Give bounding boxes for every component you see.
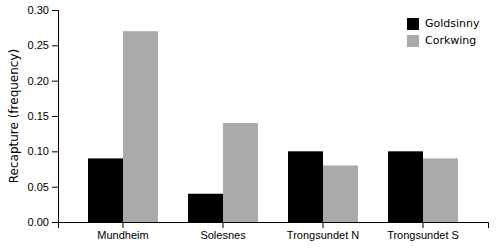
x-axis-line bbox=[59, 223, 489, 229]
y-tick-label: 0.25 bbox=[28, 39, 49, 51]
y-axis-line bbox=[52, 11, 59, 223]
bars bbox=[88, 31, 458, 222]
legend-item: Corkwing bbox=[407, 34, 476, 47]
x-tick: Trongsundet N bbox=[287, 222, 359, 241]
y-tick-label: 0.15 bbox=[28, 110, 49, 122]
y-tick-label: 0.30 bbox=[28, 4, 49, 16]
y-tick-label: 0.00 bbox=[28, 216, 49, 228]
y-tick-mark bbox=[52, 81, 58, 82]
y-tick: 0.20 bbox=[28, 75, 58, 87]
legend-swatch bbox=[407, 35, 419, 47]
x-tick-label: Solesnes bbox=[200, 229, 246, 241]
x-tick: Solesnes bbox=[200, 222, 246, 241]
y-tick: 0.15 bbox=[28, 110, 58, 122]
bar bbox=[423, 158, 458, 222]
bar bbox=[323, 165, 358, 222]
bar bbox=[223, 123, 258, 222]
y-tick-label: 0.05 bbox=[28, 181, 49, 193]
y-tick-mark bbox=[52, 116, 58, 117]
x-tick-mark bbox=[223, 222, 224, 228]
legend-label: Goldsinny bbox=[425, 17, 480, 30]
x-tick-mark bbox=[123, 222, 124, 228]
bar bbox=[123, 31, 158, 222]
y-axis: 0.00 0.05 0.10 0.15 0.20 0.25 0.30 bbox=[28, 4, 59, 228]
plot: Mundheim Solesnes Trongsundet N Trongsundet… bbox=[28, 4, 489, 241]
x-tick-label: Mundheim bbox=[97, 229, 148, 241]
y-axis-title: Recapture (frequency) bbox=[7, 49, 21, 183]
legend-label: Corkwing bbox=[425, 34, 476, 47]
y-tick-mark bbox=[52, 222, 58, 223]
y-tick-mark bbox=[52, 151, 58, 152]
y-tick-label: 0.20 bbox=[28, 75, 49, 87]
legend-item: Goldsinny bbox=[407, 17, 480, 30]
x-tick-label: Trongsundet N bbox=[287, 229, 359, 241]
bar bbox=[188, 194, 223, 222]
y-tick: 0.30 bbox=[28, 4, 58, 16]
chart: Mundheim Solesnes Trongsundet N Trongsundet… bbox=[0, 0, 500, 248]
y-tick-mark bbox=[52, 10, 58, 11]
y-tick-mark bbox=[52, 45, 58, 46]
legend: Goldsinny Corkwing bbox=[407, 17, 480, 47]
x-tick: Trongsundet S bbox=[387, 222, 459, 241]
bar bbox=[88, 158, 123, 222]
bar bbox=[388, 151, 423, 222]
x-tick-mark bbox=[423, 222, 424, 228]
y-tick: 0.25 bbox=[28, 39, 58, 51]
y-tick-label: 0.10 bbox=[28, 145, 49, 157]
legend-swatch bbox=[407, 18, 419, 30]
x-tick-mark bbox=[323, 222, 324, 228]
x-tick: Mundheim bbox=[97, 222, 148, 241]
y-tick: 0.10 bbox=[28, 145, 58, 157]
x-tick-label: Trongsundet S bbox=[387, 229, 459, 241]
y-tick-mark bbox=[52, 187, 58, 188]
bar bbox=[288, 151, 323, 222]
y-tick: 0.00 bbox=[28, 216, 58, 228]
bar-series bbox=[123, 31, 458, 222]
y-tick: 0.05 bbox=[28, 181, 58, 193]
x-axis: Mundheim Solesnes Trongsundet N Trongsundet… bbox=[59, 222, 489, 241]
